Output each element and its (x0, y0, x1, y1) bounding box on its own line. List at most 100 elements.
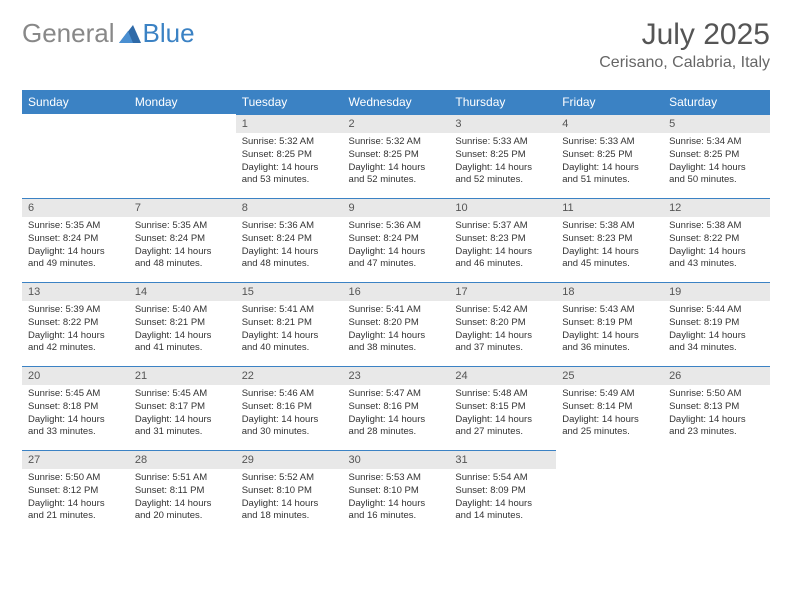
day-number: 8 (236, 198, 343, 217)
day-number: 31 (449, 450, 556, 469)
day-details: Sunrise: 5:40 AMSunset: 8:21 PMDaylight:… (129, 301, 236, 361)
day-number: 15 (236, 282, 343, 301)
day-details: Sunrise: 5:33 AMSunset: 8:25 PMDaylight:… (556, 133, 663, 193)
calendar-day-cell: 6Sunrise: 5:35 AMSunset: 8:24 PMDaylight… (22, 198, 129, 282)
calendar-day-cell: 25Sunrise: 5:49 AMSunset: 8:14 PMDayligh… (556, 366, 663, 450)
day-details: Sunrise: 5:53 AMSunset: 8:10 PMDaylight:… (343, 469, 450, 529)
day-details: Sunrise: 5:45 AMSunset: 8:17 PMDaylight:… (129, 385, 236, 445)
calendar-day-cell: 23Sunrise: 5:47 AMSunset: 8:16 PMDayligh… (343, 366, 450, 450)
day-details: Sunrise: 5:32 AMSunset: 8:25 PMDaylight:… (236, 133, 343, 193)
day-details: Sunrise: 5:48 AMSunset: 8:15 PMDaylight:… (449, 385, 556, 445)
day-number: 22 (236, 366, 343, 385)
calendar-day-cell: 15Sunrise: 5:41 AMSunset: 8:21 PMDayligh… (236, 282, 343, 366)
day-details: Sunrise: 5:36 AMSunset: 8:24 PMDaylight:… (236, 217, 343, 277)
calendar-day-cell: 1Sunrise: 5:32 AMSunset: 8:25 PMDaylight… (236, 114, 343, 198)
day-details: Sunrise: 5:35 AMSunset: 8:24 PMDaylight:… (22, 217, 129, 277)
calendar-day-cell: 18Sunrise: 5:43 AMSunset: 8:19 PMDayligh… (556, 282, 663, 366)
calendar-day-cell: 19Sunrise: 5:44 AMSunset: 8:19 PMDayligh… (663, 282, 770, 366)
calendar-table: SundayMondayTuesdayWednesdayThursdayFrid… (22, 90, 770, 534)
day-number: 19 (663, 282, 770, 301)
day-details: Sunrise: 5:33 AMSunset: 8:25 PMDaylight:… (449, 133, 556, 193)
calendar-day-cell: 16Sunrise: 5:41 AMSunset: 8:20 PMDayligh… (343, 282, 450, 366)
calendar-week-row: 6Sunrise: 5:35 AMSunset: 8:24 PMDaylight… (22, 198, 770, 282)
calendar-day-cell: 8Sunrise: 5:36 AMSunset: 8:24 PMDaylight… (236, 198, 343, 282)
calendar-day-cell: 22Sunrise: 5:46 AMSunset: 8:16 PMDayligh… (236, 366, 343, 450)
calendar-day-cell: 4Sunrise: 5:33 AMSunset: 8:25 PMDaylight… (556, 114, 663, 198)
day-number: 30 (343, 450, 450, 469)
day-number: 28 (129, 450, 236, 469)
weekday-header: Tuesday (236, 90, 343, 114)
calendar-day-cell: 3Sunrise: 5:33 AMSunset: 8:25 PMDaylight… (449, 114, 556, 198)
day-details: Sunrise: 5:39 AMSunset: 8:22 PMDaylight:… (22, 301, 129, 361)
calendar-day-cell: 2Sunrise: 5:32 AMSunset: 8:25 PMDaylight… (343, 114, 450, 198)
calendar-body: ....1Sunrise: 5:32 AMSunset: 8:25 PMDayl… (22, 114, 770, 534)
calendar-day-cell: 30Sunrise: 5:53 AMSunset: 8:10 PMDayligh… (343, 450, 450, 534)
month-title: July 2025 (599, 18, 770, 52)
calendar-day-cell: 26Sunrise: 5:50 AMSunset: 8:13 PMDayligh… (663, 366, 770, 450)
calendar-day-cell: 24Sunrise: 5:48 AMSunset: 8:15 PMDayligh… (449, 366, 556, 450)
calendar-day-cell: 10Sunrise: 5:37 AMSunset: 8:23 PMDayligh… (449, 198, 556, 282)
calendar-week-row: 20Sunrise: 5:45 AMSunset: 8:18 PMDayligh… (22, 366, 770, 450)
day-number: 17 (449, 282, 556, 301)
day-number: 6 (22, 198, 129, 217)
calendar-day-cell: 13Sunrise: 5:39 AMSunset: 8:22 PMDayligh… (22, 282, 129, 366)
weekday-header: Friday (556, 90, 663, 114)
day-number: 3 (449, 114, 556, 133)
calendar-day-cell: 12Sunrise: 5:38 AMSunset: 8:22 PMDayligh… (663, 198, 770, 282)
calendar-day-cell: 5Sunrise: 5:34 AMSunset: 8:25 PMDaylight… (663, 114, 770, 198)
day-details: Sunrise: 5:37 AMSunset: 8:23 PMDaylight:… (449, 217, 556, 277)
logo-text-blue: Blue (143, 18, 195, 49)
day-number: 10 (449, 198, 556, 217)
day-number: 1 (236, 114, 343, 133)
calendar-day-cell: 28Sunrise: 5:51 AMSunset: 8:11 PMDayligh… (129, 450, 236, 534)
weekday-header: Wednesday (343, 90, 450, 114)
weekday-header: Monday (129, 90, 236, 114)
day-number: 16 (343, 282, 450, 301)
calendar-day-cell: 11Sunrise: 5:38 AMSunset: 8:23 PMDayligh… (556, 198, 663, 282)
calendar-day-cell: 21Sunrise: 5:45 AMSunset: 8:17 PMDayligh… (129, 366, 236, 450)
calendar-day-cell: 20Sunrise: 5:45 AMSunset: 8:18 PMDayligh… (22, 366, 129, 450)
calendar-week-row: 27Sunrise: 5:50 AMSunset: 8:12 PMDayligh… (22, 450, 770, 534)
day-details: Sunrise: 5:35 AMSunset: 8:24 PMDaylight:… (129, 217, 236, 277)
day-number: 21 (129, 366, 236, 385)
day-details: Sunrise: 5:47 AMSunset: 8:16 PMDaylight:… (343, 385, 450, 445)
day-details: Sunrise: 5:41 AMSunset: 8:20 PMDaylight:… (343, 301, 450, 361)
day-number: 12 (663, 198, 770, 217)
logo: General Blue (22, 18, 195, 49)
logo-triangle-icon (119, 25, 141, 43)
day-details: Sunrise: 5:41 AMSunset: 8:21 PMDaylight:… (236, 301, 343, 361)
location: Cerisano, Calabria, Italy (599, 54, 770, 72)
day-details: Sunrise: 5:43 AMSunset: 8:19 PMDaylight:… (556, 301, 663, 361)
calendar-day-cell: .. (556, 450, 663, 534)
day-details: Sunrise: 5:32 AMSunset: 8:25 PMDaylight:… (343, 133, 450, 193)
calendar-day-cell: 27Sunrise: 5:50 AMSunset: 8:12 PMDayligh… (22, 450, 129, 534)
header: General Blue July 2025 Cerisano, Calabri… (22, 18, 770, 72)
logo-text-general: General (22, 18, 115, 49)
day-number: 9 (343, 198, 450, 217)
calendar-day-cell: 31Sunrise: 5:54 AMSunset: 8:09 PMDayligh… (449, 450, 556, 534)
day-number: 13 (22, 282, 129, 301)
calendar-day-cell: 9Sunrise: 5:36 AMSunset: 8:24 PMDaylight… (343, 198, 450, 282)
day-details: Sunrise: 5:52 AMSunset: 8:10 PMDaylight:… (236, 469, 343, 529)
day-details: Sunrise: 5:46 AMSunset: 8:16 PMDaylight:… (236, 385, 343, 445)
day-details: Sunrise: 5:38 AMSunset: 8:23 PMDaylight:… (556, 217, 663, 277)
calendar-day-cell: .. (129, 114, 236, 198)
day-number: 20 (22, 366, 129, 385)
day-details: Sunrise: 5:34 AMSunset: 8:25 PMDaylight:… (663, 133, 770, 193)
day-details: Sunrise: 5:50 AMSunset: 8:13 PMDaylight:… (663, 385, 770, 445)
day-details: Sunrise: 5:49 AMSunset: 8:14 PMDaylight:… (556, 385, 663, 445)
calendar-day-cell: 14Sunrise: 5:40 AMSunset: 8:21 PMDayligh… (129, 282, 236, 366)
day-details: Sunrise: 5:42 AMSunset: 8:20 PMDaylight:… (449, 301, 556, 361)
weekday-header: Thursday (449, 90, 556, 114)
calendar-day-cell: .. (663, 450, 770, 534)
day-number: 4 (556, 114, 663, 133)
day-number: 2 (343, 114, 450, 133)
day-number: 27 (22, 450, 129, 469)
day-details: Sunrise: 5:38 AMSunset: 8:22 PMDaylight:… (663, 217, 770, 277)
day-details: Sunrise: 5:50 AMSunset: 8:12 PMDaylight:… (22, 469, 129, 529)
day-details: Sunrise: 5:54 AMSunset: 8:09 PMDaylight:… (449, 469, 556, 529)
calendar-week-row: ....1Sunrise: 5:32 AMSunset: 8:25 PMDayl… (22, 114, 770, 198)
day-number: 23 (343, 366, 450, 385)
day-number: 26 (663, 366, 770, 385)
day-number: 25 (556, 366, 663, 385)
